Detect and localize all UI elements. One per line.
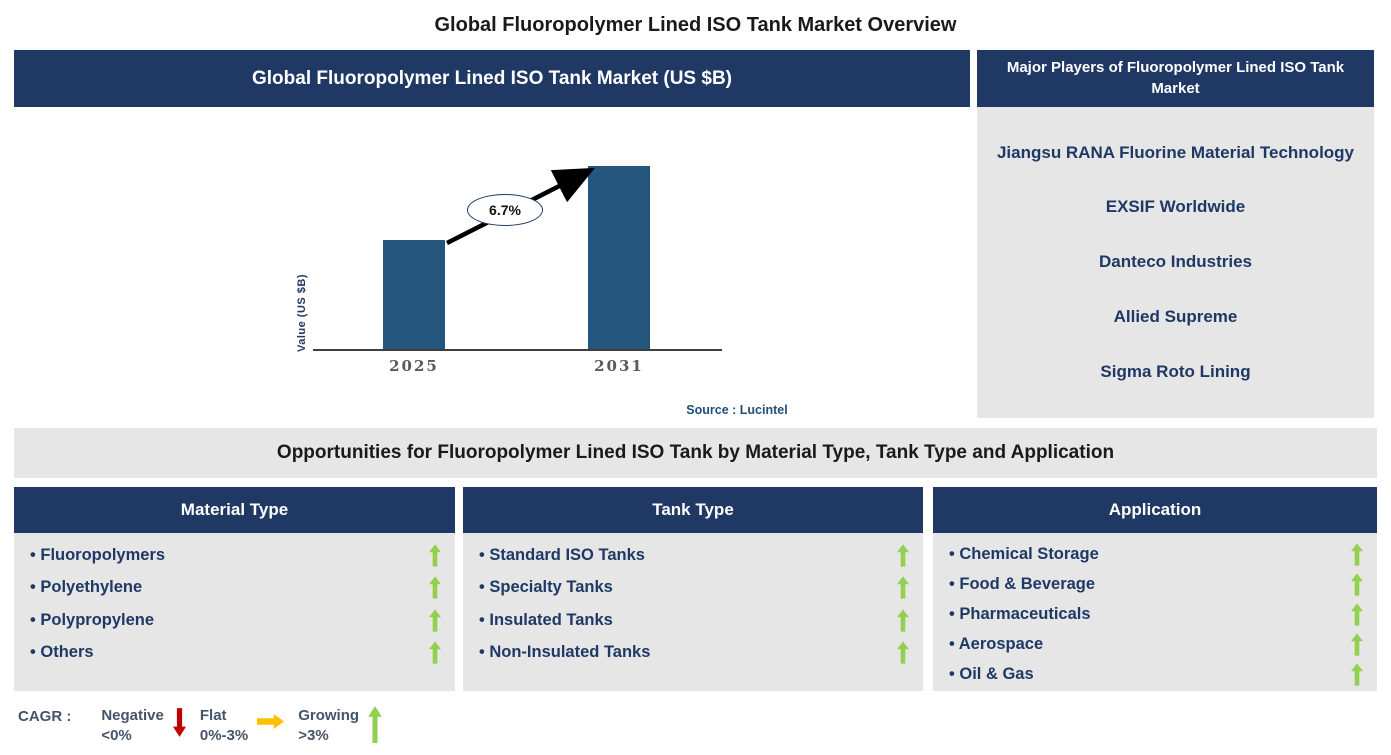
item-label: • Non-Insulated Tanks bbox=[479, 643, 651, 662]
legend-items: Negative <0% Flat 0%-3% Growing >3% bbox=[101, 706, 382, 745]
up-arrow-icon bbox=[1351, 602, 1363, 626]
legend-range: >3% bbox=[298, 726, 329, 744]
legend-range: <0% bbox=[101, 726, 132, 744]
legend-name: Negative bbox=[101, 707, 164, 724]
column-body: • Standard ISO Tanks • Specialty Tanks • I… bbox=[463, 533, 923, 691]
column-header: Tank Type bbox=[463, 487, 923, 533]
legend-item: Flat 0%-3% bbox=[199, 706, 285, 745]
x-tick-2025: 2025 bbox=[389, 357, 439, 375]
bar-2025 bbox=[383, 240, 445, 349]
list-item: • Polyethylene bbox=[30, 572, 441, 605]
up-arrow-icon bbox=[897, 576, 909, 599]
list-item: • Oil & Gas bbox=[949, 659, 1363, 689]
x-axis bbox=[313, 349, 722, 351]
list-item: • Specialty Tanks bbox=[479, 572, 909, 605]
list-item: • Non-Insulated Tanks bbox=[479, 637, 909, 670]
bar-2031 bbox=[588, 166, 650, 349]
up-arrow-icon bbox=[429, 641, 441, 664]
legend-item: Negative <0% bbox=[101, 706, 186, 745]
up-arrow-icon bbox=[1351, 662, 1363, 686]
column-body: • Chemical Storage • Food & Beverage • Pha… bbox=[933, 533, 1377, 691]
player-name: Sigma Roto Lining bbox=[1100, 362, 1251, 382]
list-item: • Others bbox=[30, 637, 441, 670]
x-tick-2031: 2031 bbox=[594, 357, 644, 375]
up-arrow-icon bbox=[897, 609, 909, 632]
legend-name: Flat bbox=[199, 707, 227, 724]
player-name: Danteco Industries bbox=[1098, 252, 1253, 272]
chart-panel-header: Global Fluoropolymer Lined ISO Tank Mark… bbox=[14, 50, 970, 107]
material-type-column: Material Type • Fluoropolymers • Polyethy… bbox=[14, 487, 455, 691]
list-item: • Standard ISO Tanks bbox=[479, 539, 909, 572]
item-label: • Pharmaceuticals bbox=[949, 604, 1091, 623]
item-label: • Insulated Tanks bbox=[479, 610, 613, 629]
cagr-value: 6.7% bbox=[489, 202, 521, 218]
column-header: Material Type bbox=[14, 487, 455, 533]
tank-type-column: Tank Type • Standard ISO Tanks • Specialt… bbox=[463, 487, 923, 691]
market-bar-chart: Value (US $B) 6.7% 2025 2031 Source : Lu… bbox=[14, 107, 970, 425]
list-item: • Insulated Tanks bbox=[479, 604, 909, 637]
page-title: Global Fluoropolymer Lined ISO Tank Mark… bbox=[434, 14, 957, 36]
up-arrow-icon bbox=[368, 706, 382, 743]
up-arrow-icon bbox=[897, 641, 909, 664]
cagr-legend: CAGR : Negative <0% Flat 0%-3% Growing >3% bbox=[18, 706, 382, 745]
item-label: • Others bbox=[30, 643, 94, 662]
application-column: Application • Chemical Storage • Food & B… bbox=[933, 487, 1377, 691]
up-arrow-icon bbox=[429, 576, 441, 599]
up-arrow-icon bbox=[1351, 542, 1363, 566]
opportunities-title: Opportunities for Fluoropolymer Lined IS… bbox=[14, 428, 1377, 478]
y-axis-label: Value (US $B) bbox=[296, 273, 308, 352]
legend-name: Growing bbox=[298, 707, 360, 724]
up-arrow-icon bbox=[429, 544, 441, 567]
item-label: • Specialty Tanks bbox=[479, 578, 613, 597]
item-label: • Standard ISO Tanks bbox=[479, 545, 645, 564]
list-item: • Polypropylene bbox=[30, 604, 441, 637]
column-body: • Fluoropolymers • Polyethylene • Polyprop… bbox=[14, 533, 455, 691]
major-players-header: Major Players of Fluoropolymer Lined ISO… bbox=[977, 50, 1374, 107]
up-arrow-icon bbox=[1351, 572, 1363, 596]
list-item: • Food & Beverage bbox=[949, 569, 1363, 599]
player-name: EXSIF Worldwide bbox=[1105, 197, 1246, 217]
list-item: • Aerospace bbox=[949, 629, 1363, 659]
down-arrow-icon bbox=[172, 708, 186, 737]
up-arrow-icon bbox=[1351, 632, 1363, 656]
source-note: Source : Lucintel bbox=[686, 403, 788, 417]
item-label: • Oil & Gas bbox=[949, 664, 1034, 683]
item-label: • Aerospace bbox=[949, 634, 1044, 653]
item-label: • Polyethylene bbox=[30, 578, 143, 597]
chart-panel-title: Global Fluoropolymer Lined ISO Tank Mark… bbox=[252, 67, 732, 89]
item-label: • Food & Beverage bbox=[949, 574, 1096, 593]
player-name: Jiangsu RANA Fluorine Material Technolog… bbox=[996, 142, 1355, 162]
list-item: • Pharmaceuticals bbox=[949, 599, 1363, 629]
legend-label: CAGR : bbox=[18, 708, 72, 725]
cagr-bubble: 6.7% bbox=[467, 194, 543, 226]
player-name: Allied Supreme bbox=[1113, 307, 1238, 327]
item-label: • Polypropylene bbox=[30, 610, 155, 629]
legend-range: 0%-3% bbox=[199, 726, 249, 744]
up-arrow-icon bbox=[897, 544, 909, 567]
right-arrow-icon bbox=[257, 714, 285, 729]
legend-item: Growing >3% bbox=[298, 706, 382, 745]
major-players-title: Major Players of Fluoropolymer Lined ISO… bbox=[1006, 59, 1345, 97]
up-arrow-icon bbox=[429, 609, 441, 632]
item-label: • Fluoropolymers bbox=[30, 545, 166, 564]
item-label: • Chemical Storage bbox=[949, 544, 1099, 563]
list-item: • Chemical Storage bbox=[949, 539, 1363, 569]
players-list: Jiangsu RANA Fluorine Material Technolog… bbox=[977, 107, 1374, 418]
list-item: • Fluoropolymers bbox=[30, 539, 441, 572]
column-header: Application bbox=[933, 487, 1377, 533]
growth-arrow bbox=[445, 167, 596, 246]
